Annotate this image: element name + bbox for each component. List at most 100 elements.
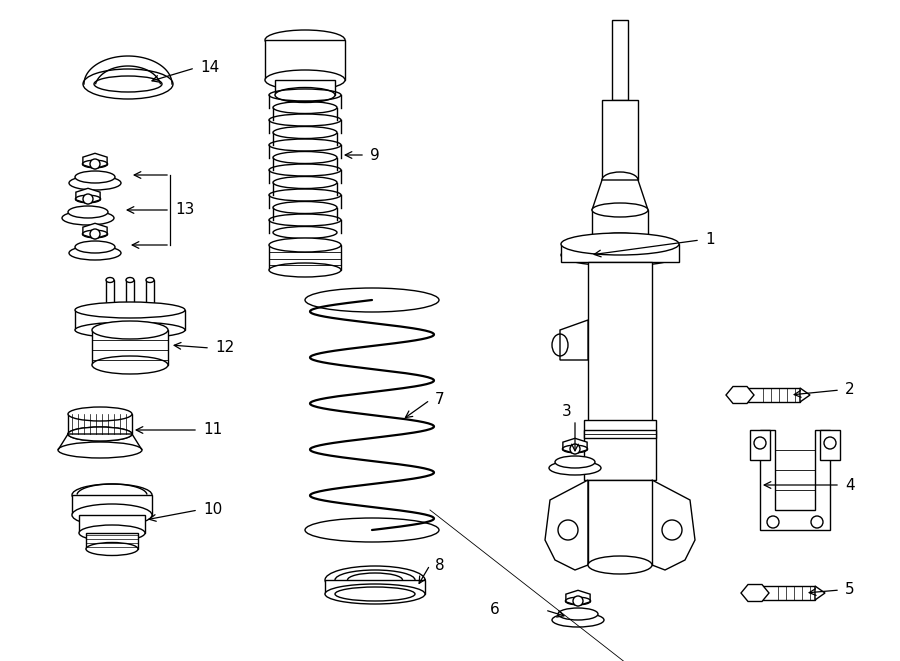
Bar	[561, 244, 679, 262]
Text: 14: 14	[200, 61, 220, 75]
Bar	[106, 280, 114, 310]
Bar	[612, 20, 628, 100]
Text: 9: 9	[370, 147, 380, 163]
Ellipse shape	[265, 30, 345, 50]
Circle shape	[90, 159, 100, 169]
Text: 6: 6	[490, 602, 500, 617]
Ellipse shape	[269, 238, 341, 252]
Bar	[269, 245, 341, 270]
Ellipse shape	[561, 233, 679, 255]
Ellipse shape	[592, 203, 648, 217]
Text: 13: 13	[175, 202, 194, 217]
Polygon shape	[741, 584, 769, 602]
Ellipse shape	[558, 608, 598, 620]
Bar	[740, 388, 800, 402]
Bar	[820, 430, 840, 460]
Bar	[588, 262, 652, 492]
Circle shape	[811, 516, 823, 528]
Polygon shape	[726, 387, 754, 403]
Bar	[86, 533, 138, 549]
Polygon shape	[560, 320, 588, 360]
Polygon shape	[83, 153, 107, 169]
Polygon shape	[760, 430, 830, 530]
Ellipse shape	[269, 263, 341, 277]
Bar	[275, 80, 335, 95]
Circle shape	[90, 229, 100, 239]
Circle shape	[824, 437, 836, 449]
Ellipse shape	[126, 278, 134, 282]
Ellipse shape	[79, 525, 145, 541]
Bar	[588, 480, 652, 565]
Circle shape	[662, 520, 682, 540]
Ellipse shape	[325, 566, 425, 594]
Bar	[602, 100, 638, 180]
Circle shape	[570, 444, 580, 454]
Ellipse shape	[75, 322, 185, 338]
Polygon shape	[592, 180, 648, 210]
Bar	[584, 430, 656, 438]
Circle shape	[83, 194, 93, 204]
Bar	[325, 580, 425, 594]
Text: 11: 11	[203, 422, 222, 438]
Text: 2: 2	[845, 383, 855, 397]
Ellipse shape	[75, 302, 185, 318]
Ellipse shape	[72, 504, 152, 526]
Ellipse shape	[68, 206, 108, 218]
Text: 8: 8	[435, 557, 445, 572]
Ellipse shape	[555, 456, 595, 468]
Polygon shape	[83, 223, 107, 239]
Bar	[592, 210, 648, 240]
Bar	[72, 495, 152, 515]
Circle shape	[767, 516, 779, 528]
Polygon shape	[545, 480, 588, 570]
Polygon shape	[815, 586, 825, 600]
Ellipse shape	[68, 407, 132, 421]
Ellipse shape	[592, 233, 648, 247]
Bar	[79, 515, 145, 533]
Text: 3: 3	[562, 405, 572, 420]
Polygon shape	[562, 438, 587, 453]
Polygon shape	[566, 590, 590, 605]
Bar	[68, 414, 132, 434]
Ellipse shape	[75, 171, 115, 183]
Ellipse shape	[275, 87, 335, 102]
Ellipse shape	[62, 211, 114, 225]
Bar	[265, 40, 345, 80]
Ellipse shape	[86, 543, 138, 555]
Text: 12: 12	[215, 340, 234, 356]
Ellipse shape	[588, 556, 652, 574]
Ellipse shape	[75, 241, 115, 253]
Polygon shape	[800, 388, 810, 402]
Ellipse shape	[92, 321, 168, 339]
Text: 4: 4	[845, 477, 855, 492]
Ellipse shape	[602, 172, 638, 188]
Bar	[92, 330, 168, 365]
Ellipse shape	[325, 584, 425, 604]
Text: 1: 1	[705, 233, 715, 247]
Ellipse shape	[549, 461, 601, 475]
Ellipse shape	[92, 356, 168, 374]
Bar	[750, 430, 770, 460]
Polygon shape	[76, 188, 100, 204]
Ellipse shape	[69, 176, 121, 190]
Circle shape	[754, 437, 766, 449]
Ellipse shape	[265, 70, 345, 90]
Text: 10: 10	[203, 502, 222, 518]
Circle shape	[573, 596, 583, 606]
Bar	[146, 280, 154, 310]
Ellipse shape	[146, 278, 154, 282]
Ellipse shape	[68, 427, 132, 441]
Ellipse shape	[83, 69, 173, 99]
Ellipse shape	[552, 613, 604, 627]
Ellipse shape	[72, 484, 152, 506]
Ellipse shape	[106, 278, 114, 282]
Circle shape	[558, 520, 578, 540]
Text: 7: 7	[435, 393, 445, 407]
Ellipse shape	[69, 246, 121, 260]
Polygon shape	[652, 480, 695, 570]
Text: 5: 5	[845, 582, 855, 598]
Bar	[755, 586, 815, 600]
Bar	[584, 420, 656, 480]
Bar	[75, 310, 185, 330]
Bar	[126, 280, 134, 310]
